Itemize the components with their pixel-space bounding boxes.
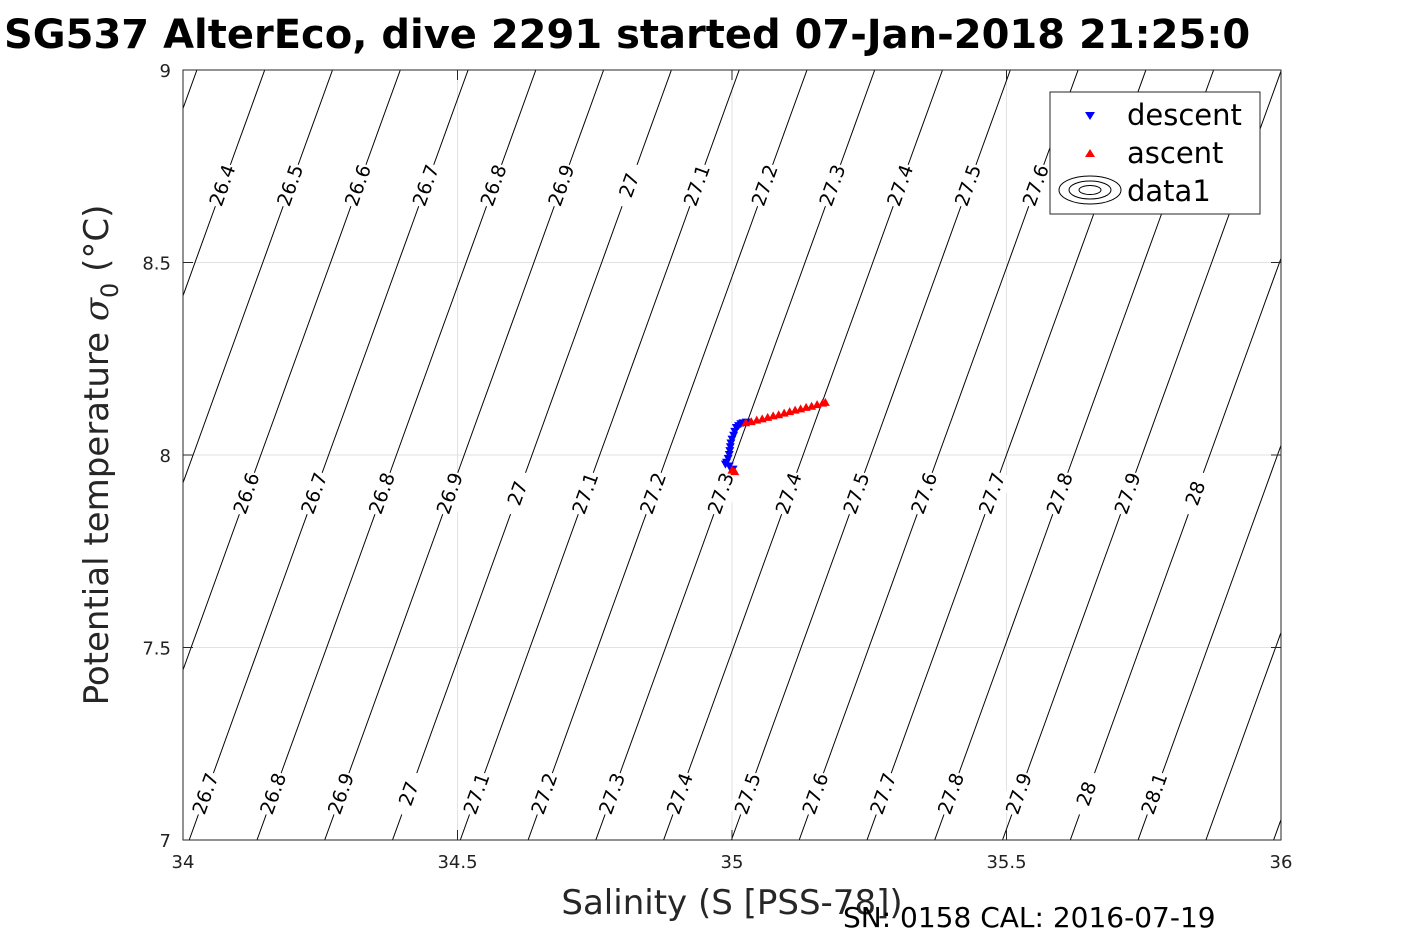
isopycnal-line-22 [1409, 70, 1417, 840]
x-tick-label: 36 [1270, 852, 1293, 873]
x-tick-label: 34 [172, 852, 195, 873]
isopycnal-label-gap [633, 468, 674, 519]
isopycnal-label-gap [592, 768, 633, 819]
isopycnal-label-gap [542, 160, 582, 211]
y-axis-label-subscript: 0 [96, 283, 124, 298]
isopycnal-label-gap [270, 160, 311, 211]
y-axis-label-symbol: σ [77, 297, 117, 321]
ascent-point [820, 397, 830, 406]
isopycnal-label-gap [389, 768, 429, 819]
legend: descent ascent data1 [1049, 91, 1261, 215]
descent-point [724, 451, 734, 459]
isopycnal-label-gap [186, 768, 226, 819]
descent-point [725, 443, 735, 452]
isopycnal-label-gap [406, 160, 446, 211]
isopycnal-label-gap [294, 468, 335, 519]
isopycnal-label-gap [1108, 468, 1148, 519]
y-tick-label: 8 [160, 446, 171, 467]
isopycnal-label-gap [457, 768, 497, 819]
isopycnal-label-gap [677, 160, 718, 211]
isopycnal-label-gap [253, 768, 294, 819]
x-tick-label: 35.5 [986, 852, 1026, 873]
y-axis-label-main: Potential temperature [77, 321, 117, 705]
y-tick-label: 8.5 [142, 254, 171, 275]
x-axis-label: Salinity (S [PSS-78]) [561, 883, 902, 923]
x-tick-label: 34.5 [437, 852, 477, 873]
isopycnal-label-gap [1135, 768, 1175, 819]
ascent-point [730, 467, 740, 476]
isopycnal-label-gap [728, 768, 768, 819]
isopycnal-label-gap [1176, 468, 1216, 519]
isopycnal-label-gap [999, 768, 1039, 819]
isopycnal-label-gap [769, 468, 809, 519]
isopycnal-label-gap [904, 468, 945, 519]
isopycnal-line-21 [1341, 70, 1417, 840]
y-axis-label-unit: (°C) [77, 205, 117, 283]
isopycnal-label-gap [566, 468, 606, 519]
isopycnal-label-gap [1016, 160, 1056, 211]
isopycnal-line-20 [1273, 818, 1281, 840]
descent-point [725, 447, 735, 456]
isopycnal-label-gap [813, 160, 853, 211]
isopycnal-line-17 [1069, 256, 1281, 840]
isopycnal-label-gap [498, 468, 538, 519]
isopycnal-label-gap [701, 468, 742, 519]
isopycnal-label-gap [609, 160, 650, 211]
footer-serial: SN: 0158 CAL: 2016-07-19 [843, 901, 1216, 934]
isopycnal-label-gap [660, 768, 701, 819]
isopycnal-label-gap [227, 468, 267, 519]
isopycnal-label-gap [525, 768, 565, 819]
legend-descent-label: descent [1127, 98, 1242, 132]
legend-ascent-label: ascent [1127, 136, 1223, 170]
isopycnal-label-gap [321, 768, 362, 819]
isopycnal-label-gap [948, 160, 989, 211]
isopycnal-label-gap [972, 468, 1013, 519]
isopycnal-label-gap [1067, 768, 1107, 819]
legend-descent-marker [1085, 112, 1095, 120]
y-axis-label: Potential temperature σ0 (°C) [77, 205, 124, 706]
isopycnal-label-gap [863, 768, 904, 819]
isopycnal-label-gap [880, 160, 921, 211]
isopycnal-label-gap [745, 160, 785, 211]
y-tick-label: 7 [160, 831, 171, 852]
isopycnal-label-gap [338, 160, 379, 211]
legend-data1-label: data1 [1127, 174, 1211, 208]
isopycnal-label-gap [931, 768, 972, 819]
isopycnal-label-gap [474, 160, 514, 211]
isopycnal-label-gap [203, 160, 243, 211]
data-series [720, 397, 830, 476]
y-tick-label: 7.5 [142, 639, 171, 660]
isopycnal-label-gap [796, 768, 836, 819]
isopycnal-line-19 [1205, 631, 1281, 840]
isopycnal-label-gap [1040, 468, 1080, 519]
x-tick-label: 35 [721, 852, 744, 873]
chart-title: SG537 AlterEco, dive 2291 started 07-Jan… [4, 12, 1250, 58]
legend-ascent-marker [1085, 149, 1095, 157]
isopycnal-label-gap [837, 468, 877, 519]
isopycnal-label-gap [362, 468, 403, 519]
legend-contour-icon [1058, 175, 1122, 205]
isopycnal-label-gap [430, 468, 470, 519]
y-tick-label: 9 [160, 61, 171, 82]
axis-ticks: 34 34.5 35 35.5 36 7 7.5 8 8.5 9 [142, 61, 1292, 873]
